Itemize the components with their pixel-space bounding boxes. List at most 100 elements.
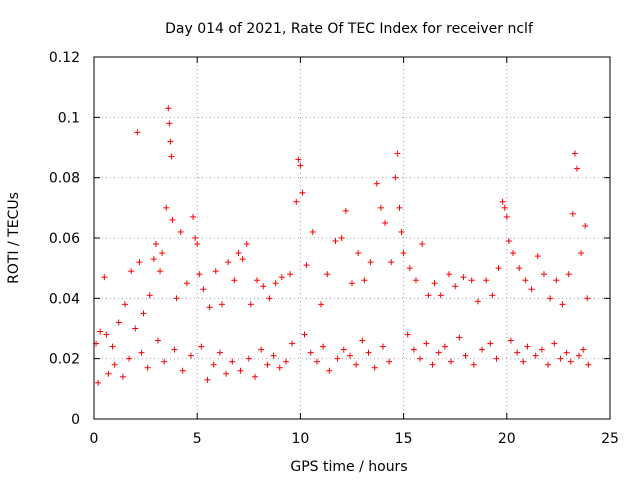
data-point	[313, 358, 320, 365]
data-point	[386, 358, 393, 365]
data-point	[134, 129, 141, 136]
data-point	[183, 280, 190, 287]
data-point	[563, 349, 570, 356]
data-point	[437, 292, 444, 299]
data-point	[565, 271, 572, 278]
data-point	[260, 283, 267, 290]
data-point	[462, 352, 469, 359]
data-point	[398, 228, 405, 235]
data-point	[179, 367, 186, 374]
x-axis-label: GPS time / hours	[290, 459, 407, 475]
data-point	[382, 219, 389, 226]
data-point	[165, 105, 172, 112]
data-point	[223, 370, 230, 377]
data-point	[169, 216, 176, 223]
data-point	[126, 355, 133, 362]
y-tick-label: 0.02	[49, 352, 80, 368]
data-point	[111, 361, 118, 368]
data-point	[190, 213, 197, 220]
data-point	[324, 271, 331, 278]
data-point	[419, 241, 426, 248]
data-point	[578, 250, 585, 257]
data-point	[171, 346, 178, 353]
data-point	[150, 256, 157, 263]
data-point	[404, 331, 411, 338]
grid-lines	[94, 57, 610, 419]
plot-frame	[93, 56, 611, 420]
data-point	[514, 349, 521, 356]
data-point	[128, 268, 135, 275]
data-point	[516, 265, 523, 272]
data-point	[425, 292, 432, 299]
data-point	[282, 358, 289, 365]
data-point	[545, 361, 552, 368]
data-point	[489, 292, 496, 299]
data-point	[396, 204, 403, 211]
data-point	[239, 256, 246, 263]
x-tick-label: 10	[291, 431, 309, 447]
data-point	[365, 349, 372, 356]
data-point	[152, 241, 159, 248]
data-point	[237, 367, 244, 374]
data-point	[474, 298, 481, 305]
data-point	[528, 286, 535, 293]
data-point	[470, 361, 477, 368]
data-point	[332, 238, 339, 245]
data-point	[132, 325, 139, 332]
data-point	[532, 352, 539, 359]
data-point	[423, 340, 430, 347]
data-point	[157, 268, 164, 275]
data-point	[210, 361, 217, 368]
data-point	[487, 340, 494, 347]
data-point	[194, 241, 201, 248]
data-point	[576, 352, 583, 359]
data-point	[456, 334, 463, 341]
data-point	[520, 358, 527, 365]
data-point	[103, 331, 110, 338]
data-point	[406, 265, 413, 272]
data-point	[218, 301, 225, 308]
data-marks	[93, 105, 592, 386]
data-point	[553, 277, 560, 284]
data-point	[235, 250, 242, 257]
data-point	[551, 340, 558, 347]
data-point	[349, 280, 355, 287]
data-point	[483, 277, 490, 284]
data-point	[534, 253, 541, 260]
data-point	[417, 355, 424, 362]
data-point	[166, 120, 173, 127]
data-point	[266, 295, 273, 302]
data-point	[167, 138, 174, 145]
data-point	[264, 361, 271, 368]
data-point	[412, 277, 419, 284]
data-point	[303, 262, 310, 269]
data-point	[173, 295, 180, 302]
data-point	[557, 355, 564, 362]
data-point	[159, 250, 166, 257]
data-point	[410, 346, 417, 353]
data-point	[293, 198, 300, 205]
data-point	[367, 259, 374, 266]
data-point	[163, 204, 170, 211]
data-point	[499, 198, 506, 205]
data-point	[318, 301, 325, 308]
data-point	[394, 150, 401, 157]
data-point	[495, 265, 502, 272]
data-point	[505, 238, 512, 245]
data-point	[192, 235, 199, 241]
y-tick-label: 0.12	[49, 50, 80, 66]
data-point	[400, 250, 407, 257]
data-point	[287, 271, 294, 278]
data-point	[301, 331, 308, 338]
x-tick-label: 25	[601, 431, 619, 447]
data-point	[245, 355, 252, 362]
data-point	[229, 358, 236, 365]
data-point	[109, 343, 116, 350]
data-point	[441, 343, 448, 350]
data-point	[361, 277, 368, 284]
data-point	[509, 250, 516, 257]
data-point	[355, 250, 362, 257]
data-point	[435, 349, 442, 356]
data-point	[272, 280, 279, 287]
data-point	[119, 373, 126, 380]
